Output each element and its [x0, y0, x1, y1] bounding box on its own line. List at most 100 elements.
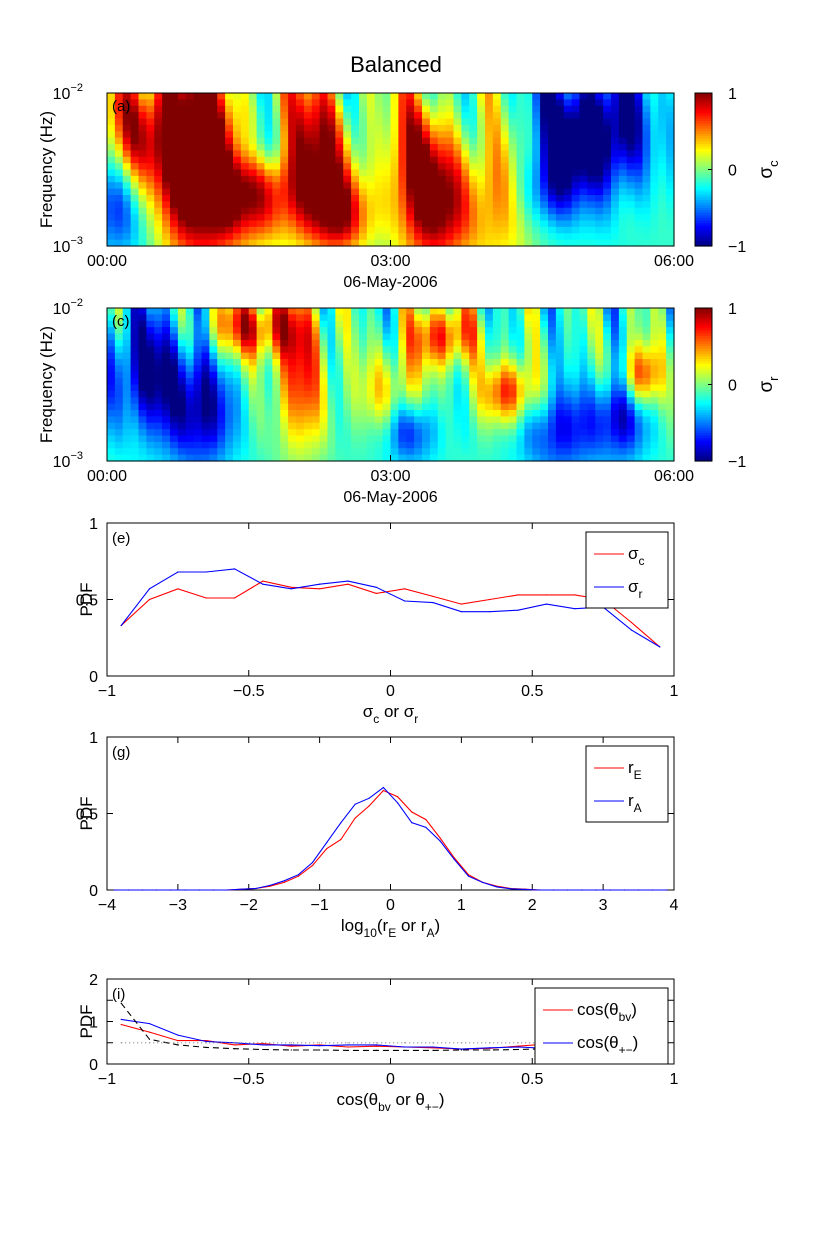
heatmap-cell — [130, 156, 140, 164]
heatmap-cell — [162, 156, 171, 164]
heatmap-cell — [288, 397, 297, 405]
heatmap-cell — [626, 365, 636, 373]
heatmap-cell — [170, 333, 179, 341]
heatmap-cell — [618, 163, 628, 171]
heatmap-cell — [335, 416, 344, 424]
heatmap-cell — [603, 371, 612, 379]
heatmap-cell — [327, 416, 336, 424]
data-point — [198, 889, 200, 891]
heatmap-cell — [587, 410, 596, 417]
colorbar-swatch — [695, 233, 712, 237]
heatmap-cell — [114, 397, 124, 405]
colorbar-swatch — [695, 192, 712, 196]
heatmap-cell — [666, 124, 675, 132]
x-axis-label: cos(θbv or θ+−) — [337, 1090, 445, 1114]
heatmap-cell — [382, 429, 392, 437]
heatmap-cell — [280, 124, 289, 132]
heatmap-cell — [201, 150, 210, 158]
heatmap-cell — [225, 214, 234, 222]
heatmap-cell — [248, 131, 258, 139]
heatmap-cell — [162, 454, 171, 462]
heatmap-cell — [280, 422, 289, 430]
heatmap-cell — [366, 346, 376, 354]
heatmap-cell — [359, 195, 368, 202]
heatmap-cell — [343, 201, 352, 209]
heatmap-cell — [335, 124, 344, 132]
heatmap-cell — [563, 93, 573, 100]
heatmap-cell — [154, 220, 163, 228]
heatmap-cell — [296, 239, 305, 247]
data-point — [524, 888, 526, 891]
heatmap-cell — [201, 207, 210, 215]
heatmap-cell — [414, 220, 423, 228]
heatmap-cell — [374, 410, 384, 417]
heatmap-cell — [548, 308, 557, 315]
heatmap-cell — [516, 333, 525, 341]
heatmap-cell — [603, 226, 612, 234]
heatmap-cell — [492, 118, 502, 126]
heatmap-cell — [492, 371, 502, 379]
heatmap-cell — [248, 150, 258, 158]
heatmap-cell — [485, 365, 494, 373]
colorbar-label: σr — [756, 376, 781, 393]
heatmap-cell — [107, 429, 116, 437]
heatmap-cell — [485, 188, 494, 196]
heatmap-cell — [516, 339, 525, 347]
heatmap-cell — [233, 320, 242, 328]
heatmap-cell — [437, 118, 447, 126]
heatmap-cell — [359, 359, 368, 366]
heatmap-cell — [201, 239, 210, 247]
heatmap-cell — [122, 429, 132, 437]
heatmap-cell — [563, 99, 573, 107]
heatmap-cell — [351, 384, 360, 392]
heatmap-cell — [618, 320, 628, 328]
heatmap-cell — [603, 131, 612, 139]
heatmap-cell — [177, 214, 187, 222]
heatmap-cell — [461, 333, 470, 341]
heatmap-cell — [177, 93, 187, 100]
heatmap-cell — [114, 99, 124, 107]
heatmap-cell — [154, 339, 163, 347]
colorbar-swatch — [695, 225, 712, 229]
heatmap-cell — [233, 93, 242, 100]
heatmap-cell — [217, 156, 226, 164]
heatmap-cell — [650, 429, 659, 437]
heatmap-cell — [555, 175, 565, 183]
heatmap-cell — [248, 308, 258, 315]
heatmap-cell — [366, 163, 376, 171]
heatmap-cell — [272, 339, 281, 347]
heatmap-cell — [201, 371, 210, 379]
heatmap-cell — [233, 195, 242, 202]
heatmap-cell — [114, 220, 124, 228]
heatmap-cell — [272, 371, 281, 379]
heatmap-cell — [492, 365, 502, 373]
heatmap-cell — [288, 308, 297, 315]
heatmap-cell — [366, 333, 376, 341]
heatmap-cell — [422, 163, 431, 171]
heatmap-cell — [303, 429, 313, 437]
heatmap-cell — [658, 416, 667, 424]
heatmap-cell — [626, 397, 636, 405]
heatmap-cell — [603, 384, 612, 392]
heatmap-cell — [162, 429, 171, 437]
heatmap-cell — [335, 397, 344, 405]
heatmap-cell — [201, 441, 210, 449]
heatmap-cell — [154, 435, 163, 443]
heatmap-cells — [107, 308, 675, 462]
colorbar-swatch — [695, 356, 712, 360]
heatmap-cell — [122, 226, 132, 234]
heatmap-cell — [485, 156, 494, 164]
heatmap-cell — [319, 118, 329, 126]
heatmap-cell — [595, 105, 604, 113]
data-point — [630, 629, 633, 631]
heatmap-cell — [146, 384, 155, 392]
heatmap-cell — [603, 403, 612, 411]
heatmap-cell — [154, 416, 163, 424]
heatmap-cell — [343, 150, 352, 158]
heatmap-cell — [414, 333, 423, 341]
heatmap-cell — [288, 137, 297, 145]
heatmap-cell — [225, 118, 234, 126]
heatmap-cell — [453, 346, 462, 354]
heatmap-cell — [626, 390, 636, 398]
heatmap-cell — [540, 308, 549, 315]
